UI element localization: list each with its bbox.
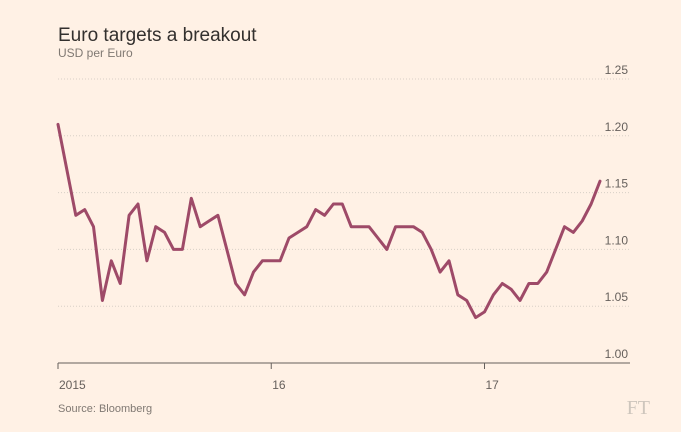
x-tick-label: 16: [272, 378, 286, 392]
y-tick-label: 1.25: [605, 63, 629, 77]
line-series: [56, 122, 602, 320]
chart-subtitle: USD per Euro: [58, 46, 133, 60]
x-tick-label: 2015: [59, 378, 86, 392]
x-tick-label: 17: [485, 378, 499, 392]
y-tick-label: 1.15: [605, 177, 629, 191]
y-tick-label: 1.10: [605, 233, 629, 247]
y-tick-label: 1.20: [605, 120, 629, 134]
logo: FT: [627, 397, 650, 419]
chart-title: Euro targets a breakout: [58, 25, 257, 46]
source-note: Source: Bloomberg: [58, 403, 152, 415]
y-tick-label: 1.05: [605, 290, 629, 304]
y-tick-label: 1.00: [605, 347, 629, 361]
